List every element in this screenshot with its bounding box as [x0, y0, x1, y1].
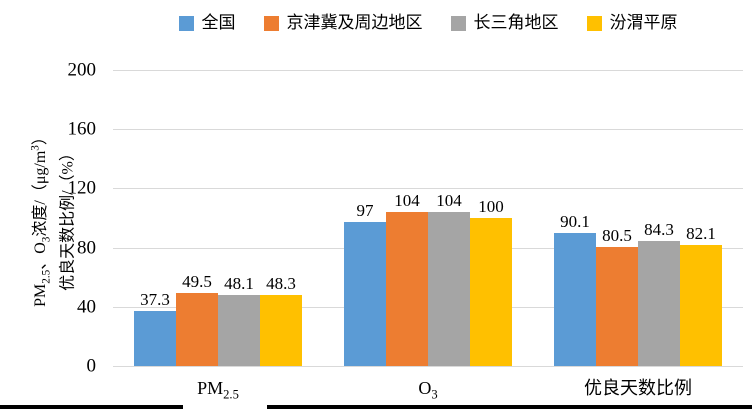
legend-label: 全国	[201, 13, 236, 32]
bar-value-label-s0-c2: 90.1	[560, 211, 590, 231]
bar-value-label-s0-c1: 97	[356, 201, 374, 221]
bar-s3-c0	[260, 294, 302, 366]
legend: 全国 京津冀及周边地区 长三角地区 汾渭平原	[113, 13, 743, 33]
gridline-160	[113, 129, 743, 131]
y-tick-label-40: 40	[77, 296, 96, 318]
legend-label: 长三角地区	[473, 13, 559, 32]
y-tick-label-0: 0	[86, 355, 97, 377]
bar-value-label-s1-c2: 80.5	[602, 225, 632, 245]
bar-value-label-s0-c0: 37.3	[140, 289, 170, 309]
gridline-0	[113, 366, 743, 367]
gridline-200	[113, 70, 743, 71]
legend-label: 京津冀及周边地区	[286, 13, 423, 32]
bar-s0-c2	[554, 232, 596, 366]
bar-value-label-s1-c1: 104	[394, 191, 420, 211]
legend-item-3: 汾渭平原	[586, 13, 678, 33]
x-label-good-days-ratio: 优良天数比例	[584, 378, 692, 398]
legend-swatch-icon	[586, 15, 602, 31]
plot-area: 0 40 80 120 160 200 37.3 97 90.1 49.5 104 80.5 48.1 1…	[68, 61, 743, 376]
legend-item-2: 长三角地区	[450, 13, 559, 33]
x-axis-labels: PM2.5 O3 优良天数比例	[113, 377, 743, 406]
bar-s2-c0	[218, 294, 260, 366]
y-axis-title-line1: PM2.5、O3浓度/（μg/m3）	[29, 129, 53, 307]
bar-s0-c1	[344, 222, 386, 366]
y-tick-label-200: 200	[67, 59, 97, 81]
bar-value-label-s3-c2: 82.1	[686, 223, 716, 243]
bar-s2-c1	[428, 212, 470, 366]
x-label-o3: O3	[418, 378, 438, 402]
bar-value-label-s2-c0: 48.1	[224, 273, 254, 293]
bottom-border-right-segment	[267, 405, 752, 409]
legend-swatch-icon	[263, 15, 279, 31]
bar-value-label-s3-c1: 100	[478, 197, 504, 216]
bar-s1-c1	[386, 212, 428, 366]
bar-s3-c2	[680, 244, 722, 366]
bar-value-label-s2-c2: 84.3	[644, 220, 674, 240]
x-label-pm25: PM2.5	[197, 378, 239, 402]
y-tick-label-120: 120	[67, 177, 97, 199]
bar-s2-c2	[638, 241, 680, 366]
bar-s1-c2	[596, 246, 638, 366]
legend-swatch-icon	[178, 15, 194, 31]
bar-s3-c1	[470, 218, 512, 366]
bar-value-label-s3-c0: 48.3	[266, 273, 296, 293]
legend-swatch-icon	[450, 15, 466, 31]
y-axis-title-line2: 优良天数比例/（%）	[59, 145, 77, 291]
y-axis-title: PM2.5、O3浓度/（μg/m3） 优良天数比例/（%）	[25, 129, 80, 307]
bar-s1-c0	[176, 292, 218, 366]
y-tick-label-160: 160	[67, 118, 97, 140]
bar-value-label-s2-c1: 104	[436, 191, 462, 211]
legend-item-1: 京津冀及周边地区	[263, 13, 423, 33]
legend-label: 汾渭平原	[609, 13, 678, 32]
bottom-border-left-segment	[0, 405, 183, 409]
legend-item-0: 全国	[178, 13, 236, 33]
bar-s0-c0	[134, 310, 176, 366]
y-tick-label-80: 80	[77, 237, 96, 259]
bar-value-label-s1-c0: 49.5	[182, 271, 212, 291]
gridline-120	[113, 188, 743, 190]
